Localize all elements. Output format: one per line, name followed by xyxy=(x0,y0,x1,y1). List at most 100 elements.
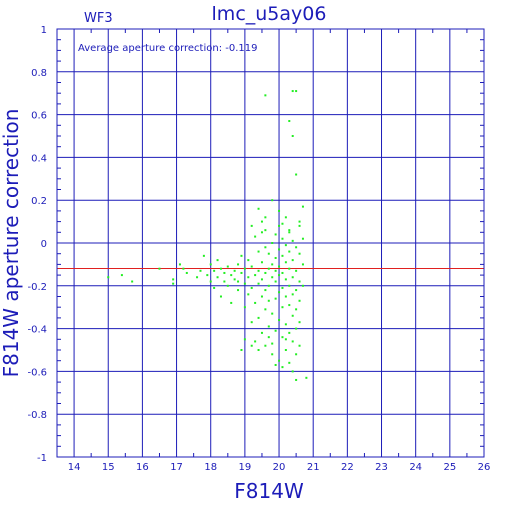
data-point xyxy=(240,349,243,351)
data-point xyxy=(264,94,267,97)
data-point xyxy=(281,366,284,369)
data-point xyxy=(247,276,250,279)
data-point xyxy=(288,304,291,307)
data-point xyxy=(243,267,246,270)
data-point xyxy=(213,269,216,272)
data-point xyxy=(209,263,212,266)
data-point xyxy=(281,237,284,240)
data-point xyxy=(158,267,161,270)
data-point xyxy=(120,274,123,277)
data-point xyxy=(237,280,240,283)
data-point xyxy=(131,280,134,283)
x-tick-label: 22 xyxy=(341,462,354,473)
data-point xyxy=(260,331,263,334)
y-tick-label: -0.6 xyxy=(27,367,47,378)
x-tick-label: 16 xyxy=(136,462,149,473)
data-point xyxy=(264,308,267,311)
data-point xyxy=(298,321,301,324)
data-point xyxy=(264,271,267,274)
x-tick-labels: 14 15 16 17 18 19 20 21 22 23 24 25 26 xyxy=(68,462,491,473)
data-point xyxy=(260,278,263,281)
data-point xyxy=(271,276,274,279)
data-point xyxy=(223,280,226,283)
data-point xyxy=(288,231,291,234)
data-point xyxy=(260,295,263,298)
data-point xyxy=(237,289,240,292)
y-tick-label: 0.6 xyxy=(31,111,47,122)
data-point xyxy=(254,301,257,304)
data-point xyxy=(182,267,185,270)
data-point xyxy=(230,274,233,277)
data-point xyxy=(230,301,233,304)
data-point xyxy=(301,284,304,287)
data-point xyxy=(305,376,308,379)
data-point xyxy=(240,271,243,274)
chart-title: lmc_u5ay06 xyxy=(212,3,327,25)
data-point xyxy=(291,370,294,373)
data-point xyxy=(278,209,281,212)
y-tick-label: 0 xyxy=(41,239,47,250)
x-tick-label: 14 xyxy=(68,462,81,473)
x-tick-label: 20 xyxy=(273,462,286,473)
data-point xyxy=(291,90,294,93)
data-point xyxy=(291,239,294,242)
data-point xyxy=(233,269,236,272)
data-point xyxy=(226,265,229,268)
data-point xyxy=(288,229,291,232)
data-point xyxy=(267,299,270,302)
y-tick-label: -0.4 xyxy=(27,325,47,336)
y-tick-label: -0.8 xyxy=(27,410,47,421)
x-tick-label: 18 xyxy=(204,462,217,473)
data-point xyxy=(260,220,263,223)
data-point xyxy=(240,254,243,257)
data-point xyxy=(257,269,260,272)
data-point xyxy=(257,349,260,351)
data-point xyxy=(257,316,260,319)
data-point xyxy=(226,284,229,287)
data-point xyxy=(284,216,287,219)
data-point xyxy=(284,261,287,264)
data-point xyxy=(281,222,284,225)
data-point xyxy=(284,244,287,247)
data-point xyxy=(274,233,277,236)
data-point xyxy=(278,319,281,322)
data-point xyxy=(295,246,298,249)
data-point xyxy=(202,254,205,257)
data-point xyxy=(216,259,219,262)
data-point xyxy=(264,344,267,347)
data-point xyxy=(250,286,253,289)
data-point xyxy=(209,280,212,283)
data-point xyxy=(219,295,222,298)
data-point xyxy=(250,344,253,347)
data-point xyxy=(172,278,175,281)
data-point xyxy=(295,269,298,272)
data-point xyxy=(288,267,291,270)
data-point xyxy=(237,263,240,266)
data-point xyxy=(284,295,287,298)
data-point xyxy=(247,293,250,296)
data-points xyxy=(107,90,308,381)
data-point xyxy=(284,349,287,351)
x-tick-label: 26 xyxy=(478,462,491,473)
data-point xyxy=(291,293,294,296)
data-point xyxy=(298,280,301,283)
x-tick-label: 23 xyxy=(375,462,388,473)
data-point xyxy=(260,231,263,234)
data-point xyxy=(301,205,304,208)
data-point xyxy=(257,207,260,210)
data-point xyxy=(291,259,294,262)
x-tick-label: 24 xyxy=(409,462,422,473)
y-tick-label: 0.4 xyxy=(31,153,47,164)
data-point xyxy=(172,282,175,285)
data-point xyxy=(295,327,298,330)
data-point xyxy=(216,276,219,279)
y-tick-label: -0.2 xyxy=(27,282,47,293)
data-point xyxy=(267,336,270,339)
data-point xyxy=(284,278,287,281)
data-point xyxy=(264,246,267,249)
data-point xyxy=(257,282,260,285)
data-point xyxy=(185,271,188,274)
data-point xyxy=(298,224,301,227)
data-point xyxy=(264,216,267,219)
